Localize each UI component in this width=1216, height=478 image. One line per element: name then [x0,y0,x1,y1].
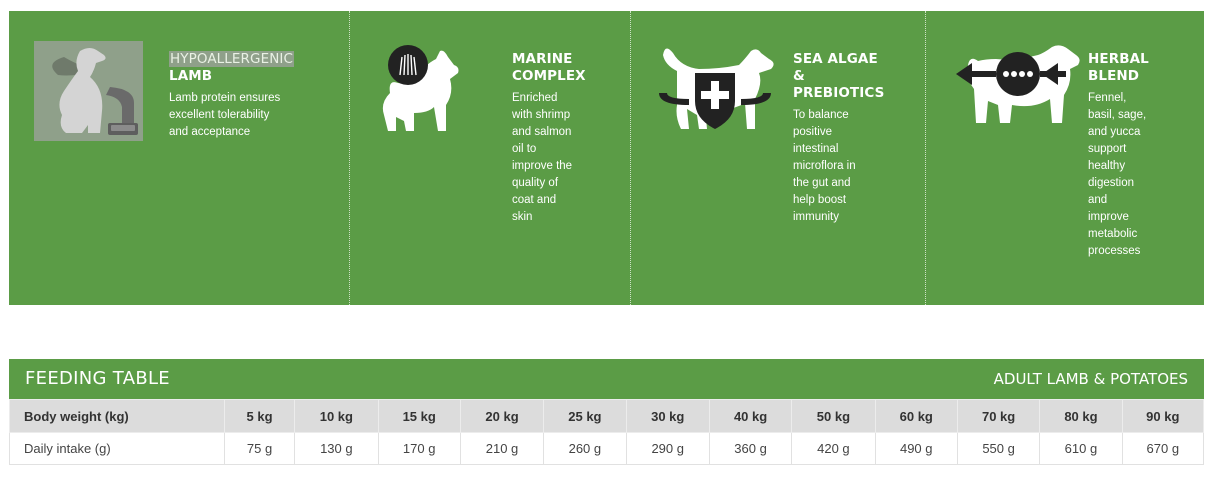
feature-marine-complex: MARINE COMPLEX Enriched with shrimp and … [349,11,631,305]
row-label: Daily intake (g) [9,432,225,465]
feeding-table-product: ADULT LAMB & POTATOES [993,370,1188,388]
table-cell: 15 kg [377,399,461,433]
feature-title-rest: LAMB [169,68,213,84]
table-cell: 10 kg [294,399,379,433]
feature-title: SEA ALGAE & PREBIOTICS [793,51,885,101]
dog-coat-icon [378,43,466,135]
table-cell: 490 g [874,432,958,465]
feature-description: Fennel, basil, sage, and yucca support h… [1088,92,1147,257]
table-cell: 5 kg [223,399,296,433]
table-cell: 670 g [1121,432,1205,465]
table-cell: 20 kg [459,399,545,433]
table-cell: 40 kg [708,399,793,433]
feeding-table-header: FEEDING TABLE ADULT LAMB & POTATOES [9,359,1204,399]
feeding-table-grid: Body weight (kg) 5 kg 10 kg 15 kg 20 kg … [9,399,1205,465]
feature-description: Lamb protein ensures excellent tolerabil… [169,92,281,138]
feature-description: To balance positive intestinal microflor… [793,109,856,223]
feature-description: Enriched with shrimp and salmon oil to i… [512,92,573,223]
table-cell: 170 g [377,432,461,465]
table-cell: 610 g [1039,432,1123,465]
table-cell: 360 g [708,432,793,465]
table-cell: 25 kg [543,399,627,433]
table-cell: 130 g [294,432,379,465]
features-banner: HYPOALLERGENIC LAMB Lamb protein ensures… [9,11,1204,305]
table-cell: 290 g [625,432,710,465]
table-cell: 30 kg [625,399,710,433]
feature-title: HERBAL BLEND [1088,51,1149,84]
table-cell: 420 g [791,432,876,465]
table-cell: 550 g [956,432,1041,465]
body-weight-row: Body weight (kg) 5 kg 10 kg 15 kg 20 kg … [9,399,1205,433]
feature-title: MARINE COMPLEX [512,51,586,84]
feature-title: HYPOALLERGENIC LAMB [169,51,295,85]
daily-intake-row: Daily intake (g) 75 g 130 g 170 g 210 g … [9,432,1205,465]
table-cell: 80 kg [1039,399,1123,433]
table-cell: 50 kg [791,399,876,433]
feeding-table: FEEDING TABLE ADULT LAMB & POTATOES Body… [9,359,1205,465]
table-cell: 60 kg [874,399,958,433]
dog-shield-cross-icon [659,43,779,133]
table-cell: 70 kg [956,399,1041,433]
table-cell: 75 g [223,432,296,465]
feature-sea-algae-prebiotics: SEA ALGAE & PREBIOTICS To balance positi… [630,11,926,305]
feeding-table-title: FEEDING TABLE [25,368,170,389]
row-label: Body weight (kg) [9,399,225,433]
dog-digestion-icon [954,43,1084,127]
table-cell: 260 g [543,432,627,465]
table-cell: 90 kg [1121,399,1205,433]
feature-title-highlight: HYPOALLERGENIC [169,51,295,67]
feature-hypoallergenic: HYPOALLERGENIC LAMB Lamb protein ensures… [9,11,349,305]
table-cell: 210 g [459,432,545,465]
feature-herbal-blend: HERBAL BLEND Fennel, basil, sage, and yu… [925,11,1205,305]
dog-with-bowl-icon [34,41,143,141]
